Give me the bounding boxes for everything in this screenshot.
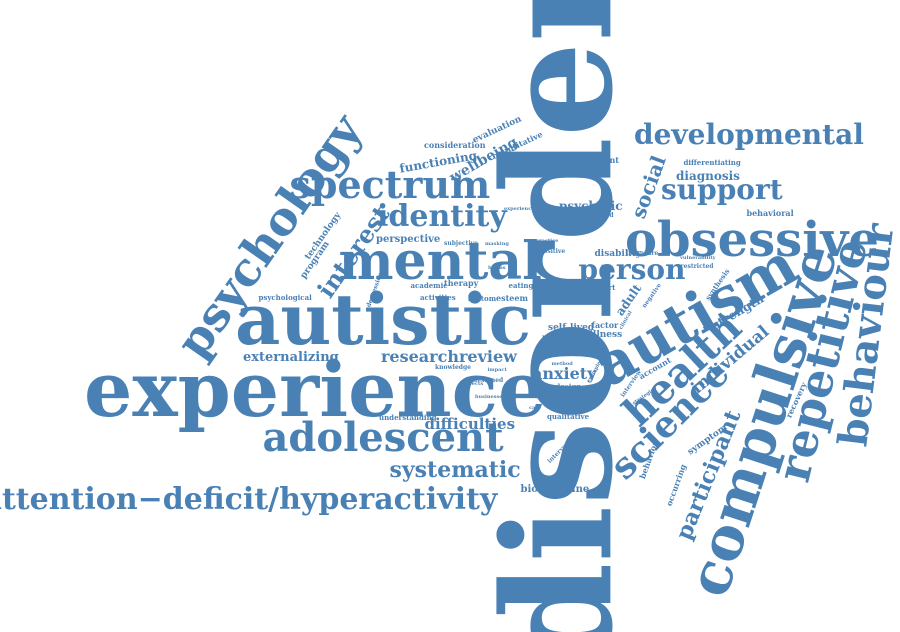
word-lived: lived xyxy=(570,324,594,333)
word-psychotic: psychotic xyxy=(559,200,623,212)
word-esteem: esteem xyxy=(496,294,528,302)
word-method: method xyxy=(552,362,573,367)
word-attention-deficit: attention−deficit/hyperactivity xyxy=(0,485,497,515)
word-behavioral: behavioral xyxy=(747,209,794,217)
word-restricted: restricted xyxy=(681,264,714,270)
word-difficulties: difficulties xyxy=(425,417,516,432)
word-person: person xyxy=(579,256,686,284)
word-developmental: developmental xyxy=(634,121,864,149)
word-systematic: systematic xyxy=(390,459,521,481)
word-therapy: therapy xyxy=(444,279,478,287)
word-research: research xyxy=(381,349,459,365)
word-young: young xyxy=(572,289,592,295)
word-differentiating: differentiating xyxy=(684,159,741,166)
word-care: care xyxy=(529,406,541,411)
word-practice: practice xyxy=(536,239,559,244)
word-academic: academic xyxy=(411,282,448,289)
word-subjective: subjective xyxy=(444,241,478,247)
word-codesign: codesign xyxy=(547,383,582,390)
word-vulnerability: vulnerability xyxy=(680,256,716,261)
word-development: development xyxy=(562,156,619,164)
word-expert: expert xyxy=(591,284,616,291)
word-activities: activities xyxy=(420,294,456,301)
word-qualitative: qualitative xyxy=(547,413,589,420)
word-harms: harms xyxy=(488,266,506,271)
word-conducted: conducted xyxy=(579,213,614,219)
word-knowledge: knowledge xyxy=(435,365,471,371)
word-eating: eating xyxy=(509,282,534,289)
word-perspective: perspective xyxy=(376,235,440,245)
word-illness: illness xyxy=(590,331,623,340)
word-peer: peer xyxy=(542,333,562,341)
word-masking: masking xyxy=(485,242,509,247)
word-understanding: understanding xyxy=(379,414,437,421)
word-impact: impact xyxy=(488,368,507,373)
word-diagnosis: diagnosis xyxy=(676,170,740,182)
word-biomedicine: biomedicine xyxy=(521,485,590,495)
word-literature: literature xyxy=(626,251,658,257)
word-externalizing: externalizing xyxy=(243,351,339,364)
word-identity: identity xyxy=(377,202,507,232)
word-factor: factor xyxy=(592,321,619,329)
word-bottom: bottom xyxy=(468,295,496,302)
word-businesses: businesses xyxy=(475,395,505,400)
word-experiencing: experiencing xyxy=(504,207,540,212)
word-review: review xyxy=(459,349,517,365)
word-positive: positive xyxy=(539,249,565,255)
word-psychological: psychological xyxy=(259,294,312,301)
word-effects: effects xyxy=(465,382,484,387)
